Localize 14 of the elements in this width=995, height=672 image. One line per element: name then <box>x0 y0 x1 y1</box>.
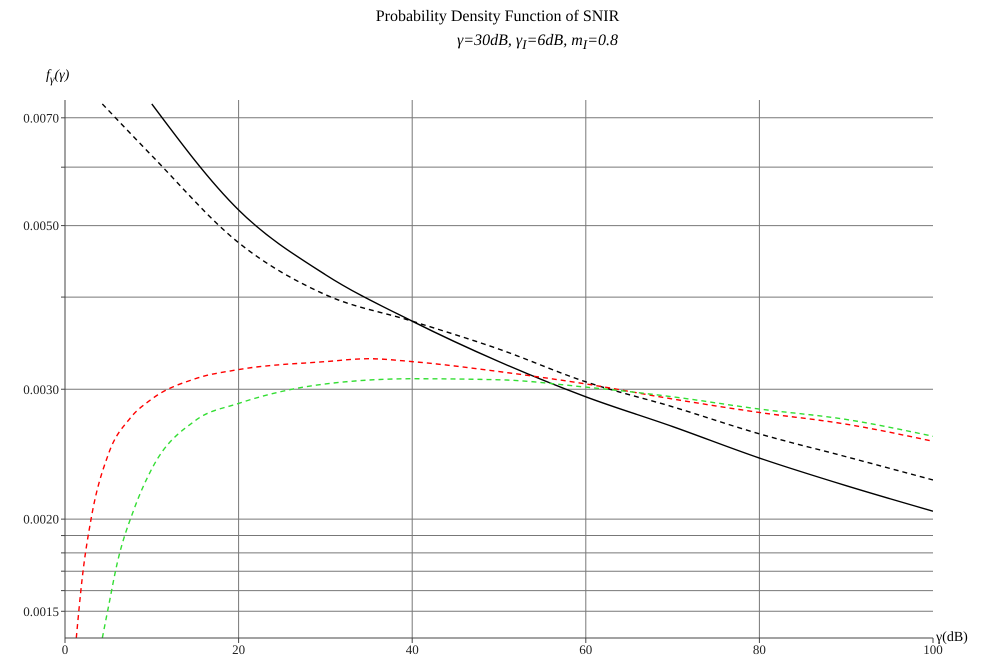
chart-title: Probability Density Function of SNIR <box>374 8 620 26</box>
x-tick-label: 80 <box>752 642 766 658</box>
y-tick-label: 0.0020 <box>23 512 59 527</box>
y-tick-label: 0.0030 <box>23 382 59 397</box>
x-tick-label: 20 <box>232 642 246 658</box>
x-axis-title: γ(dB) <box>936 630 968 645</box>
y-tick-label: 0.0070 <box>23 110 59 126</box>
x-tick-label: 0 <box>62 642 68 658</box>
y-tick-label: 0.0015 <box>23 604 59 619</box>
x-tick-label: 60 <box>579 642 592 658</box>
chart-subtitle: γ=30dB, γ$_{I}$=6dB, m$_{I}$=0.8 <box>456 32 619 54</box>
y-axis-title: f$_{γ}$(γ) <box>46 68 70 86</box>
y-tick-label: 0.0050 <box>23 218 59 234</box>
x-tick-label: 40 <box>406 642 419 658</box>
